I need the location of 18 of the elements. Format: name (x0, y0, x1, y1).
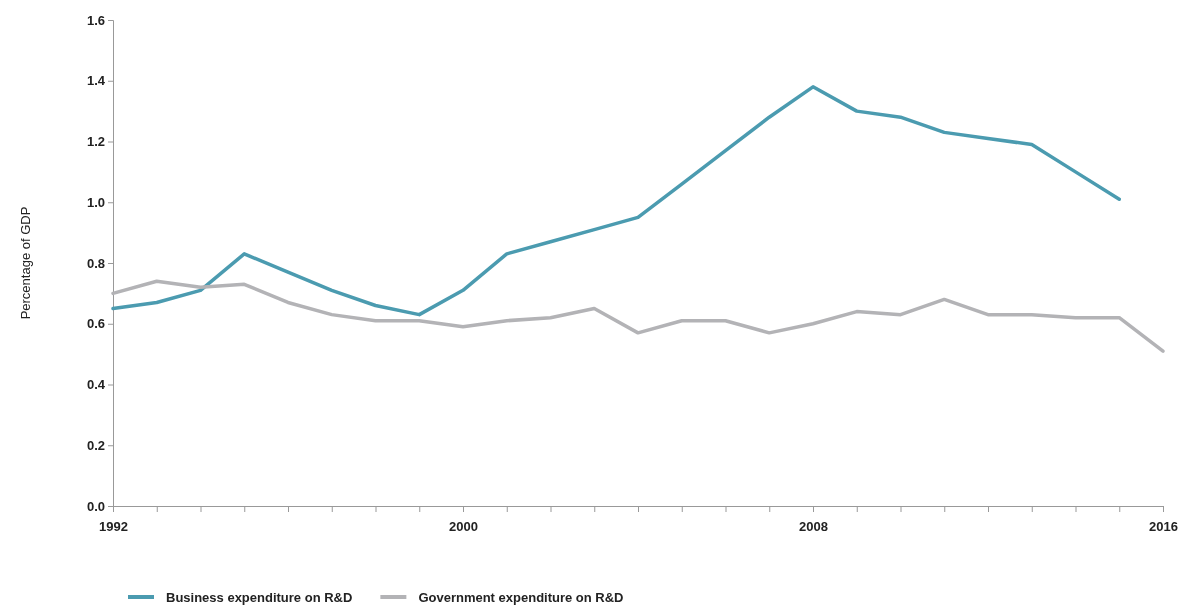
legend-label: Government expenditure on R&D (418, 590, 624, 605)
line-series (111, 85, 1121, 317)
y-tick-label: 0.0 (86, 498, 105, 514)
y-tick-label: 0.8 (86, 255, 105, 271)
x-tick-label: 2008 (799, 518, 828, 534)
y-tick-label: 1.2 (86, 134, 105, 150)
y-tick-label: 0.2 (86, 437, 105, 453)
x-tick-label: 1992 (99, 518, 128, 534)
y-axis-title: Percentage of GDP (18, 206, 33, 320)
y-tick-label: 1.0 (86, 194, 105, 210)
y-tick-label: 1.4 (86, 73, 106, 89)
line-series (111, 279, 1165, 353)
y-tick-label: 0.4 (86, 377, 106, 393)
x-tick-label: 2000 (449, 518, 478, 534)
y-tick-label: 1.6 (86, 12, 105, 28)
legend-label: Business expenditure on R&D (166, 590, 353, 605)
y-tick-label: 0.6 (86, 316, 105, 332)
x-tick-label: 2016 (1149, 518, 1178, 534)
